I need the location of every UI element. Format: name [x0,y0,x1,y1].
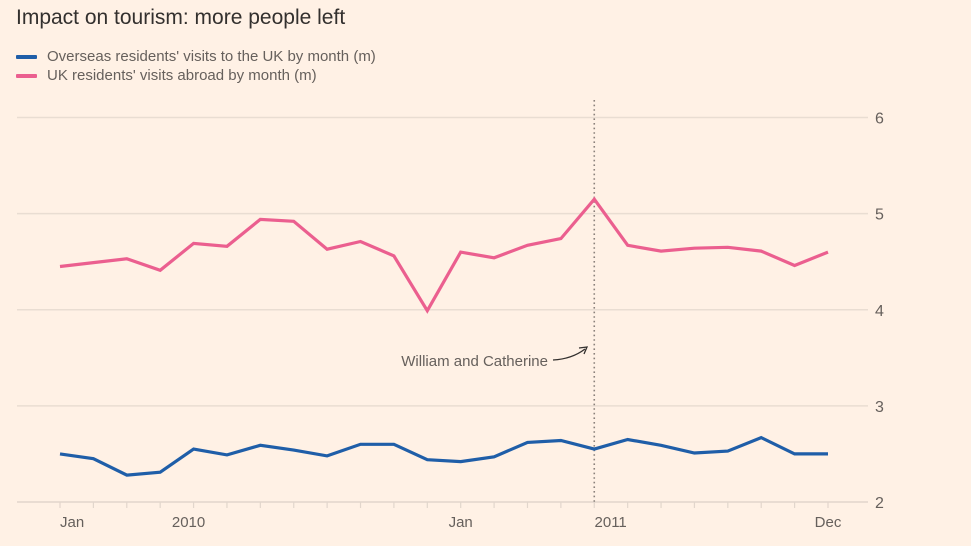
annotation-layer: William and Catherine [401,100,596,502]
chart-title: Impact on tourism: more people left [16,6,346,29]
legend-label-overseas: Overseas residents' visits to the UK by … [47,48,376,65]
series-lines [59,196,829,477]
legend-swatch-blue [16,54,37,59]
annotation-label: William and Catherine [401,353,548,370]
y-tick-label: 4 [875,303,884,320]
y-tick-label: 6 [875,111,884,128]
y-axis: 2 3 4 5 6 [875,111,884,513]
x-tick-label: 2010 [172,514,205,531]
x-tick-label: Dec [815,514,842,531]
x-tick-label: Jan [60,514,84,531]
x-axis: Jan 2010 Jan 2011 Dec [59,502,842,531]
annotation-arrow [552,348,586,361]
legend-label-uk: UK residents' visits abroad by month (m) [47,67,317,84]
arrow-head-icon [578,346,589,355]
legend-item-overseas: Overseas residents' visits to the UK by … [16,47,376,66]
x-tick-label: Jan [449,514,473,531]
legend-swatch-pink [16,73,37,78]
y-tick-label: 2 [875,495,884,512]
gridlines [17,116,868,503]
y-tick-label: 5 [875,207,884,224]
legend-item-uk: UK residents' visits abroad by month (m) [16,66,376,85]
series-line-uk-visits-abroad [59,196,829,314]
x-tick-label: 2011 [595,514,627,531]
legend: Overseas residents' visits to the UK by … [16,47,376,85]
y-tick-label: 3 [875,399,884,416]
series-line-overseas-visits [59,435,828,477]
